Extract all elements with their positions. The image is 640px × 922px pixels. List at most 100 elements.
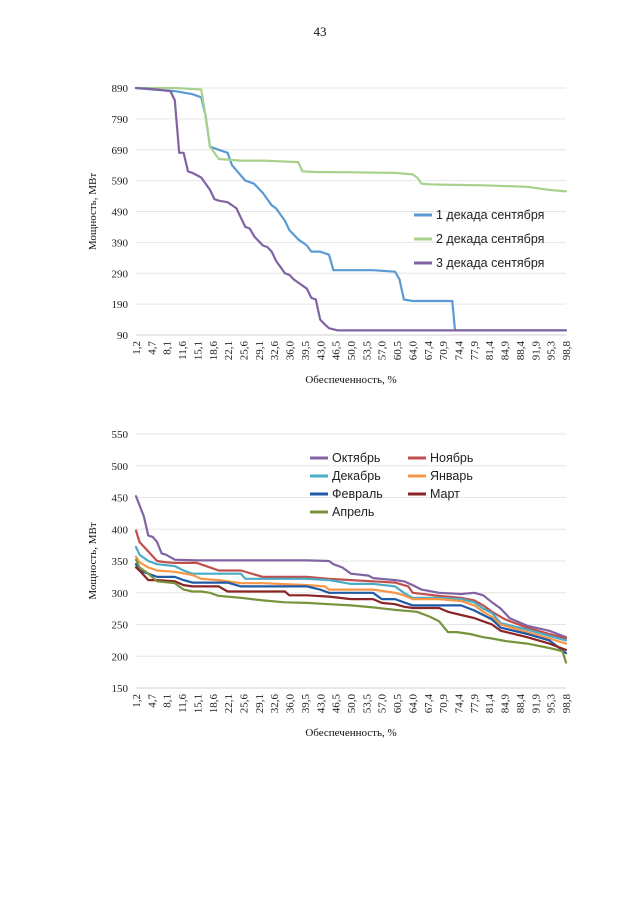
series-line-3: [134, 545, 568, 642]
series-line-6: [134, 566, 568, 651]
x-tick-label: 8,1: [162, 341, 174, 355]
series-line-4: [134, 555, 568, 645]
series-line-3: [134, 86, 568, 332]
y-tick-label: 590: [112, 176, 129, 188]
x-tick-label: 67,4: [423, 694, 435, 714]
x-tick-label: 91,9: [530, 341, 542, 361]
x-tick-label: 91,9: [530, 694, 542, 714]
x-tick-label: 95,3: [546, 341, 558, 361]
x-tick-label: 29,1: [254, 694, 266, 713]
x-tick-label: 84,9: [500, 694, 512, 714]
legend-label: 1 декада сентября: [436, 208, 544, 222]
legend-label: Февраль: [332, 487, 383, 501]
x-tick-label: 4,7: [146, 341, 158, 355]
x-tick-label: 11,6: [177, 694, 189, 713]
x-tick-label: 32,6: [269, 341, 281, 361]
y-tick-label: 890: [112, 83, 129, 95]
y-tick-label: 400: [112, 524, 129, 536]
x-tick-label: 39,5: [300, 341, 312, 361]
y-tick-label: 550: [112, 429, 129, 441]
x-tick-label: 70,9: [438, 694, 450, 714]
y-tick-label: 200: [112, 651, 129, 663]
y-tick-label: 90: [117, 330, 129, 342]
page-number: 43: [313, 24, 327, 39]
y-axis-title: Мощность, МВт: [87, 522, 99, 599]
y-tick-label: 250: [112, 620, 129, 632]
x-tick-label: 15,1: [192, 341, 204, 360]
x-tick-label: 74,4: [454, 341, 466, 361]
series-line-5: [134, 563, 568, 655]
y-tick-label: 500: [112, 461, 129, 473]
y-tick-label: 290: [112, 268, 129, 280]
y-tick-label: 450: [112, 493, 129, 505]
x-tick-label: 32,6: [269, 694, 281, 714]
legend-label: Январь: [430, 469, 473, 483]
x-tick-label: 50,0: [346, 694, 358, 714]
x-tick-label: 8,1: [162, 694, 174, 708]
series-line-2: [134, 86, 568, 193]
legend-label: Ноябрь: [430, 451, 473, 465]
x-tick-label: 29,1: [254, 341, 266, 360]
x-tick-label: 22,1: [223, 694, 235, 713]
x-tick-label: 25,6: [239, 341, 251, 361]
x-tick-label: 60,5: [392, 694, 404, 714]
x-tick-label: 64,0: [407, 694, 419, 714]
x-tick-label: 98,8: [561, 694, 573, 714]
y-tick-label: 300: [112, 588, 129, 600]
y-tick-label: 690: [112, 145, 129, 157]
y-axis-title: Мощность, МВт: [87, 173, 99, 250]
x-tick-label: 43,0: [315, 341, 327, 361]
x-tick-label: 4,7: [146, 694, 158, 708]
x-tick-label: 46,5: [331, 341, 343, 361]
legend-label: Март: [430, 487, 460, 501]
x-tick-label: 81,4: [484, 694, 496, 714]
x-tick-label: 57,0: [377, 341, 389, 361]
series-line-7: [134, 558, 568, 664]
x-tick-label: 57,0: [377, 694, 389, 714]
x-tick-label: 36,0: [285, 694, 297, 714]
x-tick-label: 43,0: [315, 694, 327, 714]
x-tick-label: 18,6: [208, 341, 220, 361]
y-tick-label: 390: [112, 237, 129, 249]
x-tick-label: 11,6: [177, 341, 189, 360]
legend-label: Декабрь: [332, 469, 381, 483]
y-tick-label: 490: [112, 207, 129, 219]
x-tick-label: 64,0: [407, 341, 419, 361]
x-tick-label: 53,5: [361, 341, 373, 361]
x-axis-title: Обеспеченность, %: [305, 727, 396, 739]
y-tick-label: 350: [112, 556, 129, 568]
x-tick-label: 88,4: [515, 341, 527, 361]
x-tick-label: 25,6: [239, 694, 251, 714]
x-tick-label: 98,8: [561, 341, 573, 361]
x-tick-label: 88,4: [515, 694, 527, 714]
x-tick-label: 1,2: [131, 694, 143, 708]
x-tick-label: 77,9: [469, 341, 481, 361]
x-tick-label: 70,9: [438, 341, 450, 361]
x-tick-label: 18,6: [208, 694, 220, 714]
x-tick-label: 22,1: [223, 341, 235, 360]
x-tick-label: 81,4: [484, 341, 496, 361]
x-tick-label: 36,0: [285, 341, 297, 361]
x-tick-label: 50,0: [346, 341, 358, 361]
y-tick-label: 190: [112, 299, 129, 311]
legend-label: Октябрь: [332, 451, 380, 465]
x-tick-label: 67,4: [423, 341, 435, 361]
x-axis-title: Обеспеченность, %: [305, 374, 396, 386]
x-tick-label: 84,9: [500, 340, 512, 360]
x-tick-label: 53,5: [361, 694, 373, 714]
series-line-2: [134, 529, 568, 640]
x-tick-label: 60,5: [392, 341, 404, 361]
legend-label: 3 декада сентября: [436, 256, 544, 270]
x-tick-label: 15,1: [192, 694, 204, 713]
x-tick-label: 74,4: [454, 694, 466, 714]
y-tick-label: 150: [112, 683, 129, 695]
series-line-1: [134, 495, 568, 639]
x-tick-label: 39,5: [300, 694, 312, 714]
legend-label: Апрель: [332, 505, 374, 519]
y-tick-label: 790: [112, 114, 129, 126]
x-tick-label: 46,5: [331, 694, 343, 714]
legend-label: 2 декада сентября: [436, 232, 544, 246]
x-tick-label: 95,3: [546, 694, 558, 714]
